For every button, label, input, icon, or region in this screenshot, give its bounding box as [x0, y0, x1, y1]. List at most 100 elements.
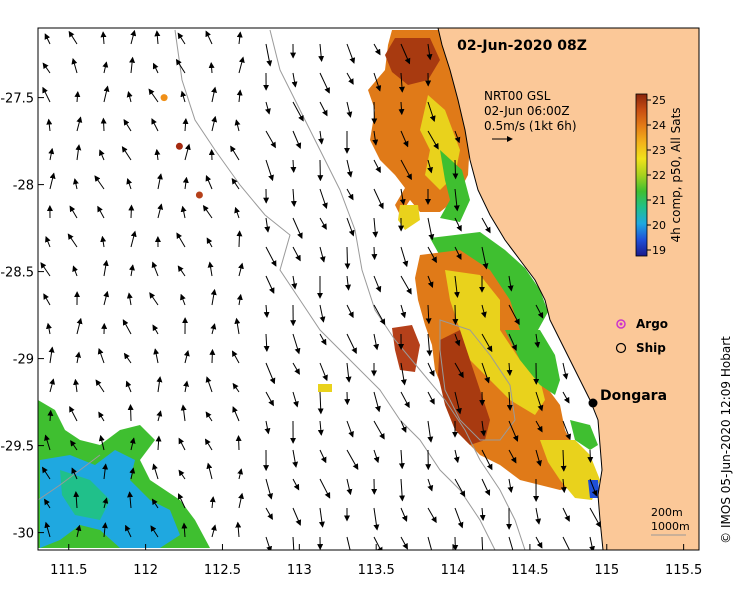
- current-arrow: [71, 467, 78, 480]
- current-arrow: [205, 30, 213, 45]
- current-arrow: [292, 217, 303, 240]
- current-arrow: [101, 522, 108, 538]
- sst-patch-yellow-inlet: [398, 205, 420, 230]
- current-arrow: [265, 275, 275, 294]
- x-tick-label: 111.5: [50, 563, 87, 578]
- current-arrow: [71, 58, 78, 74]
- current-arrow: [234, 317, 241, 335]
- current-arrow: [151, 118, 159, 132]
- current-arrow: [508, 304, 520, 326]
- current-arrow: [68, 30, 78, 45]
- argo-float-marker[interactable]: [195, 191, 203, 199]
- colorbar-tick-label: 21: [652, 194, 666, 207]
- x-tick-label: 114.5: [511, 563, 548, 578]
- sst-patch-main-green-south: [505, 330, 560, 395]
- current-arrow: [44, 498, 51, 509]
- current-arrow: [129, 467, 136, 480]
- current-arrow: [178, 437, 186, 451]
- current-arrow: [398, 72, 405, 93]
- current-arrow: [319, 478, 331, 499]
- current-arrow: [231, 177, 240, 190]
- current-arrow: [49, 378, 56, 393]
- y-tick-label: -28.5: [0, 266, 34, 281]
- current-arrow: [371, 246, 378, 261]
- current-arrow: [454, 130, 461, 144]
- current-arrow: [319, 362, 328, 382]
- argo-float-marker[interactable]: [160, 94, 168, 102]
- ship-legend-label: Ship: [636, 341, 666, 355]
- current-arrow: [44, 434, 51, 451]
- current-arrow: [399, 478, 406, 502]
- current-arrow: [265, 130, 276, 149]
- current-arrow: [44, 521, 51, 538]
- current-arrow: [454, 246, 462, 260]
- current-arrow: [587, 449, 594, 463]
- current-arrow: [265, 507, 273, 520]
- current-arrow: [481, 333, 493, 353]
- argo-float-marker[interactable]: [175, 142, 183, 150]
- colorbar-gradient: [635, 93, 648, 257]
- current-arrow: [265, 536, 273, 550]
- current-arrow: [373, 275, 382, 293]
- current-arrow: [100, 235, 107, 248]
- current-arrow: [589, 478, 598, 497]
- current-arrow: [94, 175, 105, 190]
- contour-1000m: [174, 29, 496, 550]
- current-arrow: [373, 188, 384, 210]
- current-arrow: [399, 188, 406, 206]
- current-arrow: [103, 290, 110, 306]
- current-arrow: [181, 522, 188, 538]
- current-arrow: [154, 148, 161, 161]
- current-arrow: [535, 449, 542, 467]
- current-arrow: [157, 203, 164, 219]
- current-arrow: [481, 362, 490, 384]
- current-arrow: [128, 204, 135, 219]
- current-arrow: [319, 304, 326, 323]
- sst-patch-offshore-red: [392, 325, 420, 372]
- argo-float-markers: [160, 94, 203, 199]
- current-arrow: [265, 159, 274, 182]
- current-arrow: [265, 362, 276, 385]
- current-arrow: [535, 391, 544, 412]
- current-arrow: [153, 348, 160, 364]
- current-vector-field: [40, 29, 602, 550]
- current-arrow: [372, 130, 379, 146]
- current-arrow: [506, 362, 513, 376]
- current-arrow: [236, 230, 243, 248]
- current-arrow: [156, 173, 163, 190]
- current-arrow: [346, 188, 354, 201]
- current-arrow: [75, 144, 82, 161]
- current-arrow: [454, 333, 461, 347]
- current-arrow: [454, 217, 462, 232]
- current-arrow: [589, 507, 602, 528]
- current-arrow: [453, 188, 460, 212]
- current-arrow: [506, 391, 513, 411]
- current-arrow: [427, 507, 437, 524]
- current-arrow: [319, 333, 327, 346]
- current-arrow: [481, 246, 489, 270]
- current-arrow: [148, 88, 159, 103]
- current-arrow: [69, 205, 78, 219]
- colorbar-tick-label: 19: [652, 244, 666, 257]
- argo-legend-label: Argo: [636, 317, 668, 331]
- current-arrow: [453, 449, 460, 464]
- dongara-marker[interactable]: [588, 398, 598, 408]
- current-arrow: [480, 420, 487, 437]
- current-arrow: [41, 466, 51, 480]
- current-arrow: [236, 31, 243, 45]
- current-arrow: [182, 176, 189, 190]
- current-arrow: [292, 391, 299, 408]
- current-arrow: [76, 116, 83, 132]
- current-arrow: [427, 130, 439, 150]
- current-arrow: [47, 409, 54, 422]
- current-arrow: [373, 159, 381, 174]
- colorbar-tick-label: 22: [652, 169, 666, 182]
- current-arrow: [562, 391, 570, 404]
- current-arrow: [264, 101, 271, 115]
- sst-patch-southwest-teal: [60, 470, 110, 520]
- current-arrow: [151, 498, 159, 509]
- current-arrow: [346, 449, 359, 470]
- current-arrow: [344, 246, 351, 270]
- current-arrow: [373, 43, 381, 56]
- current-arrow: [236, 89, 243, 103]
